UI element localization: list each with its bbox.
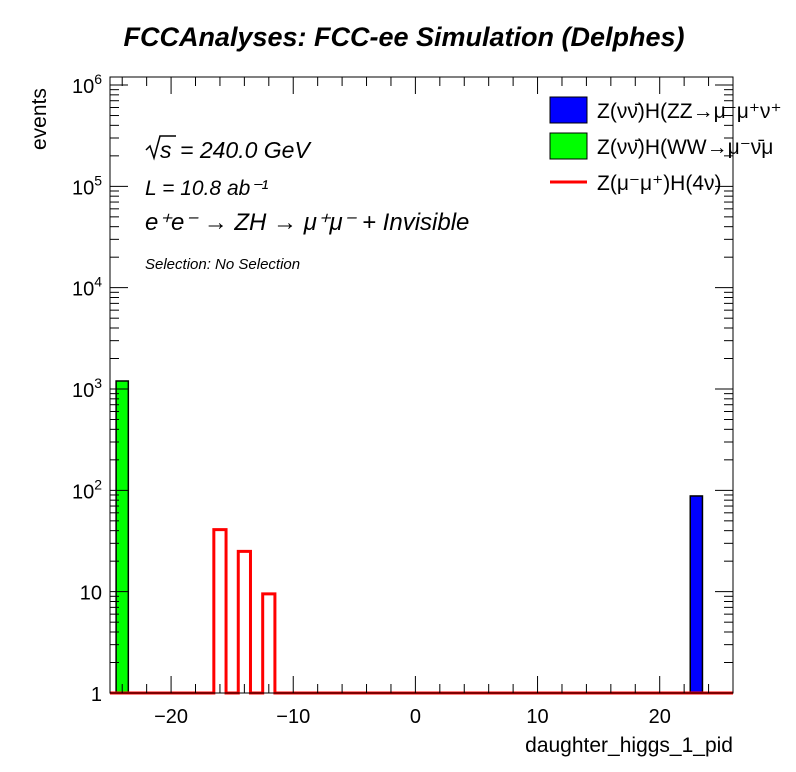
y-tick-label: 105 [72, 172, 102, 199]
x-tick-label: −20 [154, 706, 188, 728]
legend: Z(νν̄)H(ZZ→μ⁻μ⁺ν⁺ Z(νν̄)H(WW→μ⁻ν̄μ Z(μ⁻μ… [549, 96, 782, 195]
process-annotation: e⁺e⁻ → ZH → μ⁺μ⁻ + Invisible [145, 209, 469, 236]
legend-swatch-ww [549, 132, 588, 160]
selection-annotation: Selection: No Selection [145, 256, 300, 273]
y-tick-label: 10 [80, 583, 102, 605]
legend-swatch-zz [549, 96, 588, 124]
plot-frame [109, 76, 734, 694]
x-tick-label: −10 [276, 706, 310, 728]
x-tick-label: 10 [526, 706, 548, 728]
legend-label-4nu: Z(μ⁻μ⁺)H(4ν) [597, 172, 722, 195]
y-tick-label: 106 [72, 71, 102, 98]
y-tick-label: 102 [72, 476, 102, 503]
luminosity-annotation: L = 10.8 ab⁻¹ [145, 177, 268, 200]
y-tick-label: 1 [91, 684, 102, 706]
legend-label-zz: Z(νν̄)H(ZZ→μ⁻μ⁺ν⁺ [597, 100, 782, 123]
x-axis-label: daughter_higgs_1_pid [525, 734, 733, 757]
sqrt-s-value: = 240.0 GeV [180, 137, 312, 163]
bar-series0-bin0 [689, 495, 704, 694]
x-tick-label: 0 [410, 706, 421, 728]
sqrt-symbol [145, 135, 176, 161]
bar-series1-bin0 [115, 380, 130, 694]
legend-label-ww: Z(νν̄)H(WW→μ⁻ν̄μ [597, 136, 773, 159]
sqrt-s-variable: s [160, 137, 172, 163]
x-tick-label: 20 [649, 706, 671, 728]
y-tick-label: 104 [72, 274, 102, 301]
chart-title: FCCAnalyses: FCC-ee Simulation (Delphes) [123, 22, 684, 52]
sqrt-s-annotation: s = 240.0 GeV [145, 135, 312, 163]
y-tick-label: 103 [72, 375, 102, 402]
line-series2 [110, 528, 733, 695]
y-axis-label: events [28, 88, 51, 150]
